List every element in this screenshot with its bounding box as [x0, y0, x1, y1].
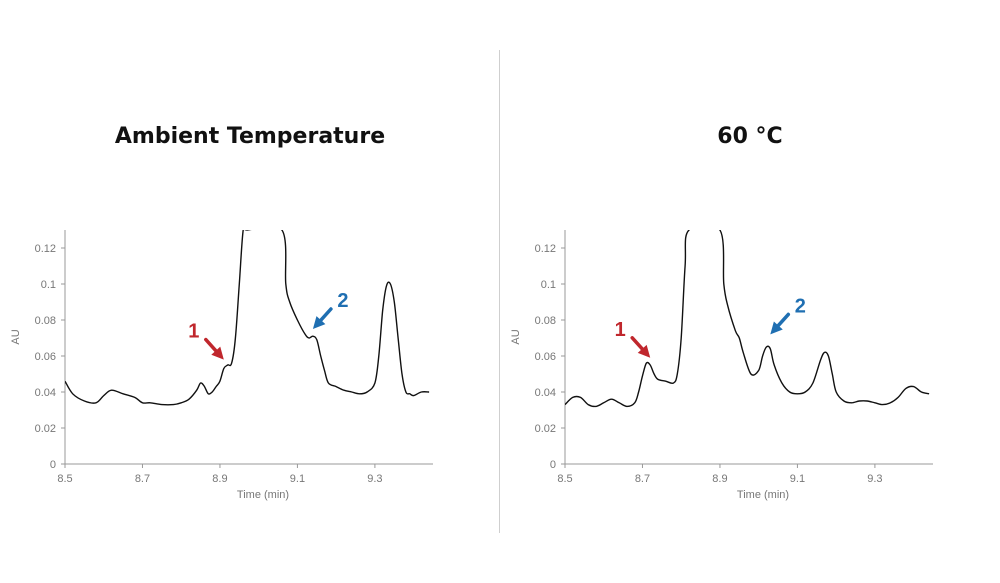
x-tick-label: 9.1: [290, 473, 305, 485]
annotation-arrowhead: [312, 316, 326, 329]
y-tick-label: 0.1: [41, 279, 56, 291]
x-axis-label: Time (min): [237, 489, 289, 501]
chart-60c: 0 0.02 0.04 0.06 0.08 0.1 0.12 8.5 8.7 8.9 9.1 9.3 T…: [510, 230, 933, 501]
y-tick-label: 0.02: [535, 423, 556, 435]
annotation-label: 2: [337, 290, 348, 312]
y-tick-label: 0.12: [35, 243, 56, 255]
x-tick-label: 9.1: [790, 473, 805, 485]
x-tick-label: 9.3: [367, 473, 382, 485]
annotation-arrowhead: [211, 346, 224, 360]
x-tick-label: 8.7: [635, 473, 650, 485]
y-tick-label: 0.08: [35, 315, 56, 327]
x-tick-label: 8.5: [57, 473, 72, 485]
y-tick-label: 0.04: [35, 387, 56, 399]
annotation-arrowhead: [770, 321, 783, 335]
y-axis-label: AU: [510, 329, 522, 344]
y-tick-label: 0: [50, 459, 56, 471]
chart-ambient: 0 0.02 0.04 0.06 0.08 0.1 0.12 8.5 8.7 8.9 9.1 9.3 T…: [10, 230, 433, 501]
chart-title-left: Ambient Temperature: [114, 124, 386, 149]
y-tick-label: 0.06: [35, 351, 56, 363]
y-tick-label: 0.08: [535, 315, 556, 327]
x-tick-label: 9.3: [867, 473, 882, 485]
chart-title-right: 60 °C: [717, 124, 783, 149]
x-tick-label: 8.9: [712, 473, 727, 485]
x-axis-label: Time (min): [737, 489, 789, 501]
panel-divider: [499, 50, 500, 533]
y-tick-label: 0.12: [535, 243, 556, 255]
y-tick-label: 0.06: [535, 351, 556, 363]
series-line: [65, 230, 430, 406]
annotation-label: 2: [795, 295, 806, 317]
series-line: [565, 230, 930, 408]
y-tick-label: 0: [550, 459, 556, 471]
x-tick-label: 8.7: [135, 473, 150, 485]
x-tick-label: 8.9: [212, 473, 227, 485]
annotation-label: 1: [615, 319, 626, 341]
y-tick-label: 0.02: [35, 423, 56, 435]
x-tick-label: 8.5: [557, 473, 572, 485]
y-tick-label: 0.1: [541, 279, 556, 291]
y-tick-label: 0.04: [535, 387, 556, 399]
annotation-label: 1: [188, 321, 199, 343]
annotation-arrowhead: [637, 344, 651, 358]
y-axis-label: AU: [10, 329, 22, 344]
